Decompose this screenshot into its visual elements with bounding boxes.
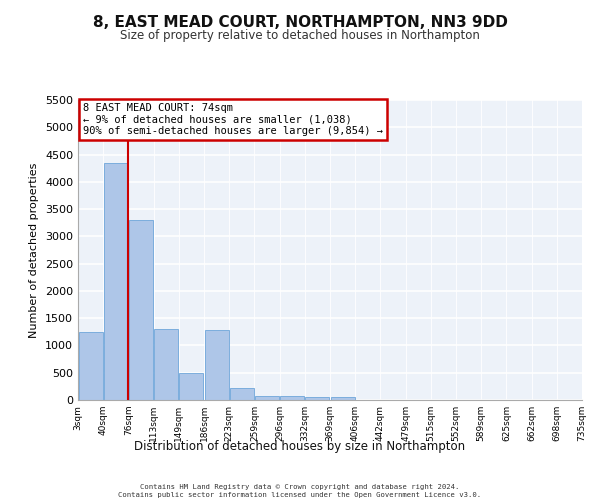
- Text: Contains HM Land Registry data © Crown copyright and database right 2024.
Contai: Contains HM Land Registry data © Crown c…: [118, 484, 482, 498]
- Bar: [79, 332, 103, 400]
- Bar: [205, 330, 229, 400]
- Bar: [129, 220, 153, 400]
- Text: 8 EAST MEAD COURT: 74sqm
← 9% of detached houses are smaller (1,038)
90% of semi: 8 EAST MEAD COURT: 74sqm ← 9% of detache…: [83, 103, 383, 136]
- Bar: [280, 396, 304, 400]
- Text: 8, EAST MEAD COURT, NORTHAMPTON, NN3 9DD: 8, EAST MEAD COURT, NORTHAMPTON, NN3 9DD: [92, 15, 508, 30]
- Bar: [305, 396, 329, 400]
- Bar: [104, 162, 128, 400]
- Bar: [179, 374, 203, 400]
- Bar: [154, 329, 178, 400]
- Text: Size of property relative to detached houses in Northampton: Size of property relative to detached ho…: [120, 29, 480, 42]
- Text: Distribution of detached houses by size in Northampton: Distribution of detached houses by size …: [134, 440, 466, 453]
- Bar: [331, 396, 355, 400]
- Y-axis label: Number of detached properties: Number of detached properties: [29, 162, 40, 338]
- Bar: [230, 388, 254, 400]
- Bar: [255, 396, 279, 400]
